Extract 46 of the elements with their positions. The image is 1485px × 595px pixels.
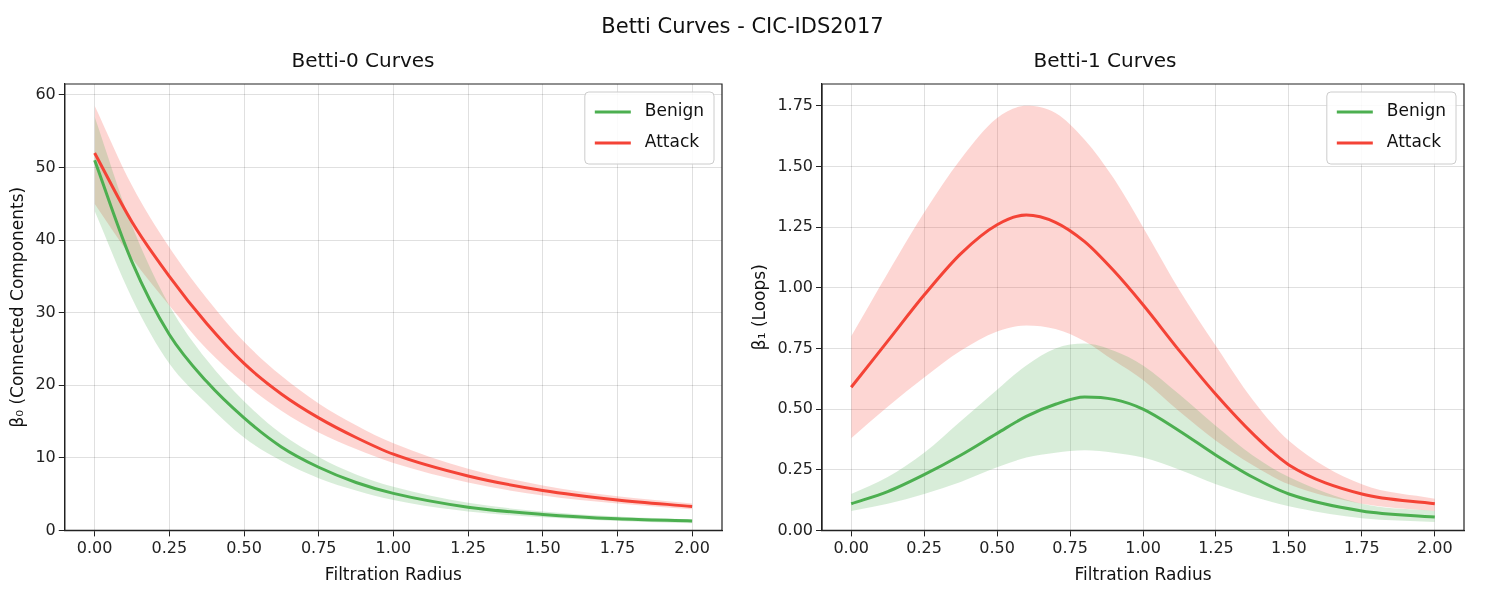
y-axis-title: β₁ (Loops): [748, 264, 769, 351]
x-tick-label: 1.50: [524, 538, 561, 558]
x-tick-label: 0.75: [1052, 538, 1088, 558]
legend-label: Benign: [1386, 100, 1446, 121]
x-tick-label: 0.25: [906, 538, 942, 558]
text: Betti Curves - CIC-IDS2017: [600, 13, 885, 40]
x-tick-label: 2.00: [1417, 538, 1453, 558]
legend-label: Attack: [1386, 131, 1442, 152]
x-tick-label: 0.50: [226, 538, 262, 558]
y-tick-label: 0: [45, 519, 56, 539]
y-axis-title: β₀ (Connected Components): [6, 186, 27, 428]
x-tick-label: 0.50: [979, 538, 1015, 558]
y-tick-label: 1.50: [777, 155, 814, 175]
legend-label: Attack: [644, 131, 700, 152]
y-tick-label: 30: [35, 301, 56, 321]
y-tick-label: 1.25: [777, 216, 814, 236]
line-series: [849, 213, 1437, 506]
y-tick-label: 0.75: [777, 337, 814, 357]
y-tick-label: 0.25: [777, 458, 814, 478]
y-tick-label: 10: [35, 446, 56, 466]
x-tick-label: 0.00: [76, 538, 113, 558]
x-tick-label: 0.00: [833, 538, 870, 558]
x-tick-label: 1.00: [1125, 538, 1161, 558]
y-tick-label: 20: [35, 374, 56, 394]
y-tick-label: 0.50: [777, 398, 814, 418]
chart-title: Betti-0 Curves: [291, 48, 435, 73]
y-tick-label: 40: [35, 229, 56, 249]
x-tick-label: 2.00: [674, 538, 710, 558]
x-tick-label: 1.25: [1198, 538, 1234, 558]
x-tick-label: 1.00: [375, 538, 412, 558]
y-tick-label: 1.75: [777, 94, 814, 114]
x-axis-title: Filtration Radius: [1074, 564, 1212, 585]
legend-label: Benign: [644, 100, 704, 121]
x-tick-label: 1.25: [450, 538, 486, 558]
chart-title: Betti-1 Curves: [1033, 48, 1177, 73]
line-series: [849, 395, 1437, 519]
y-tick-label: 50: [35, 156, 56, 176]
y-tick-label: 60: [35, 84, 56, 104]
x-tick-label: 1.50: [1271, 538, 1307, 558]
y-tick-label: 0.00: [777, 519, 814, 539]
x-tick-label: 1.75: [1344, 538, 1380, 558]
y-tick-label: 1.00: [777, 276, 814, 296]
x-tick-label: 0.25: [151, 538, 188, 558]
x-tick-label: 1.75: [599, 538, 636, 558]
x-axis-title: Filtration Radius: [324, 564, 463, 585]
x-tick-label: 0.75: [300, 538, 337, 558]
